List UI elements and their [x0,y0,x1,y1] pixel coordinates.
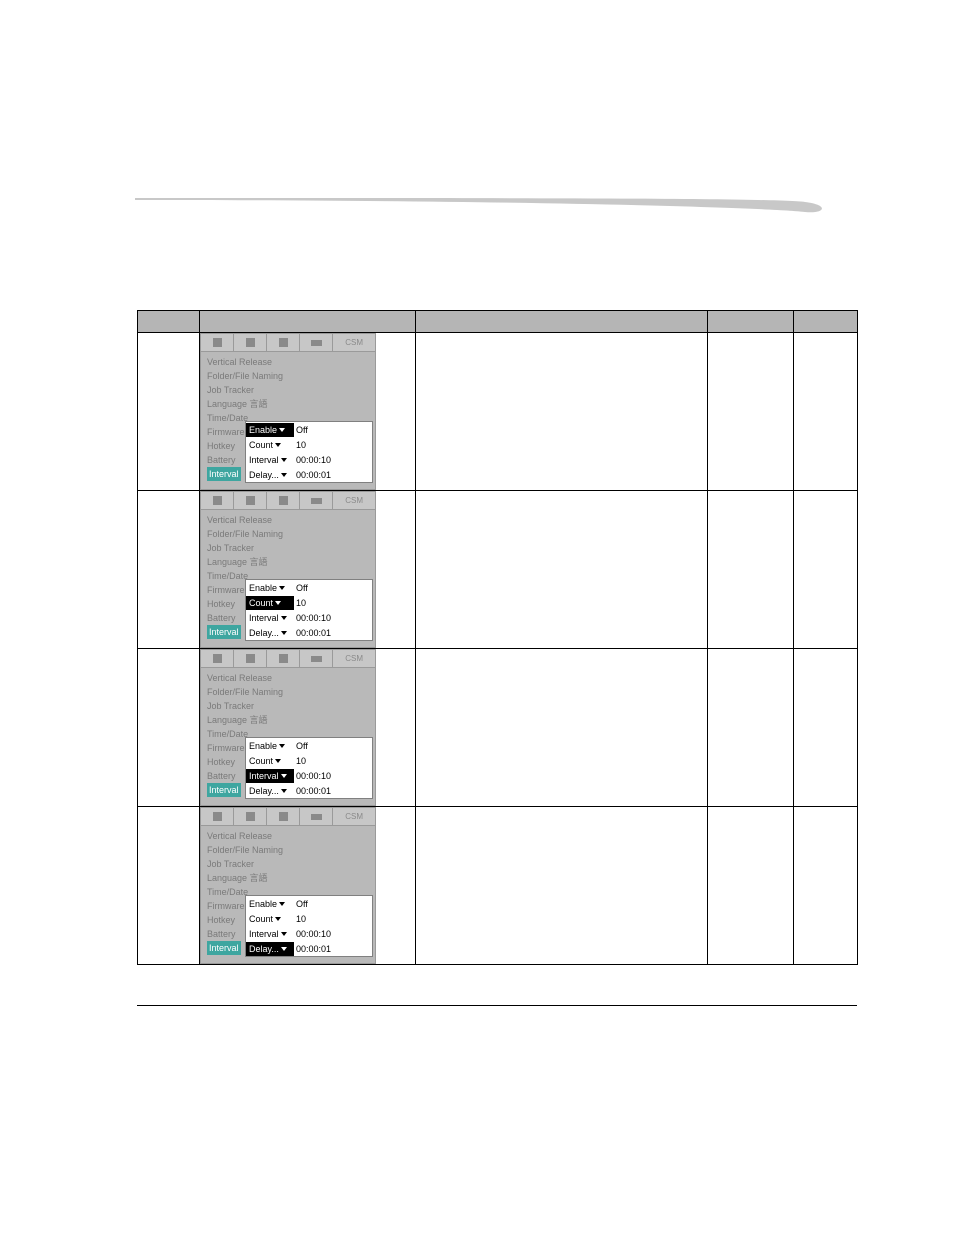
panel-item: Vertical Release [207,513,369,527]
table-cell [416,807,708,965]
interval-popup: Enable Off Count 10 Interval 00:00:10 De… [245,421,373,483]
footer-rule [137,1005,857,1006]
popup-row-interval: Interval 00:00:10 [246,610,372,625]
table-cell [794,491,858,649]
panel-item: Language 言語 [207,555,369,569]
popup-row-delay: Delay... 00:00:01 [246,467,372,482]
tab-icon [234,808,267,825]
panel-item: Vertical Release [207,671,369,685]
table-row: CSM Vertical Release Folder/File Naming … [138,333,858,491]
spec-table: CSM Vertical Release Folder/File Naming … [137,310,858,965]
table-cell [794,333,858,491]
panel-item: Folder/File Naming [207,843,369,857]
tab-icon [300,808,333,825]
panel-item: Job Tracker [207,699,369,713]
popup-row-delay: Delay... 00:00:01 [246,783,372,798]
popup-row-enable: Enable Off [246,896,372,911]
panel-item: Language 言語 [207,871,369,885]
header-cell [794,311,858,333]
popup-row-count: Count 10 [246,595,372,610]
popup-row-enable: Enable Off [246,738,372,753]
panel-tab-bar: CSM [201,808,375,826]
panel-item: Job Tracker [207,857,369,871]
popup-row-delay: Delay... 00:00:01 [246,625,372,640]
tab-icon [201,492,234,509]
tab-icon [300,334,333,351]
panel-item: Vertical Release [207,355,369,369]
table-cell [708,491,794,649]
interval-menu-screenshot: CSM Vertical Release Folder/File Naming … [200,807,376,964]
interval-menu-screenshot: CSM Vertical Release Folder/File Naming … [200,333,376,490]
table-row: CSM Vertical Release Folder/File Naming … [138,491,858,649]
tab-icon [300,492,333,509]
panel-tab-bar: CSM [201,650,375,668]
table-cell [416,491,708,649]
table-cell [416,649,708,807]
tab-icon [201,650,234,667]
tab-csm: CSM [333,650,375,667]
popup-row-interval: Interval 00:00:10 [246,452,372,467]
interval-popup: Enable Off Count 10 Interval 00:00:10 De… [245,895,373,957]
tab-icon [267,334,300,351]
header-cell [138,311,200,333]
popup-row-count: Count 10 [246,911,372,926]
tab-csm: CSM [333,492,375,509]
tab-icon [267,492,300,509]
tab-icon [201,808,234,825]
table-cell: CSM Vertical Release Folder/File Naming … [200,649,416,807]
table-cell [138,649,200,807]
spec-table-header-row [138,311,858,333]
table-cell [138,491,200,649]
panel-item: Folder/File Naming [207,527,369,541]
table-cell [794,807,858,965]
popup-row-interval: Interval 00:00:10 [246,768,372,783]
tab-icon [234,650,267,667]
header-cell [708,311,794,333]
panel-item: Language 言語 [207,397,369,411]
table-cell [708,807,794,965]
tab-icon [267,808,300,825]
header-swish [135,190,835,220]
panel-tab-bar: CSM [201,492,375,510]
popup-row-count: Count 10 [246,437,372,452]
popup-row-enable: Enable Off [246,422,372,437]
table-cell [138,333,200,491]
table-cell: CSM Vertical Release Folder/File Naming … [200,333,416,491]
tab-csm: CSM [333,334,375,351]
table-row: CSM Vertical Release Folder/File Naming … [138,649,858,807]
panel-tab-bar: CSM [201,334,375,352]
tab-icon [234,334,267,351]
table-cell [138,807,200,965]
interval-popup: Enable Off Count 10 Interval 00:00:10 De… [245,579,373,641]
tab-icon [234,492,267,509]
popup-row-count: Count 10 [246,753,372,768]
interval-menu-screenshot: CSM Vertical Release Folder/File Naming … [200,491,376,648]
table-row: CSM Vertical Release Folder/File Naming … [138,807,858,965]
tab-icon [300,650,333,667]
popup-row-delay: Delay... 00:00:01 [246,941,372,956]
table-cell: CSM Vertical Release Folder/File Naming … [200,491,416,649]
panel-item: Job Tracker [207,383,369,397]
panel-item: Vertical Release [207,829,369,843]
table-cell [708,649,794,807]
tab-csm: CSM [333,808,375,825]
table-cell [794,649,858,807]
header-cell [200,311,416,333]
popup-row-interval: Interval 00:00:10 [246,926,372,941]
panel-item: Job Tracker [207,541,369,555]
panel-item: Language 言語 [207,713,369,727]
panel-item: Folder/File Naming [207,369,369,383]
tab-icon [267,650,300,667]
header-cell [416,311,708,333]
interval-popup: Enable Off Count 10 Interval 00:00:10 De… [245,737,373,799]
table-cell: CSM Vertical Release Folder/File Naming … [200,807,416,965]
panel-item: Folder/File Naming [207,685,369,699]
table-cell [416,333,708,491]
table-cell [708,333,794,491]
interval-menu-screenshot: CSM Vertical Release Folder/File Naming … [200,649,376,806]
tab-icon [201,334,234,351]
popup-row-enable: Enable Off [246,580,372,595]
